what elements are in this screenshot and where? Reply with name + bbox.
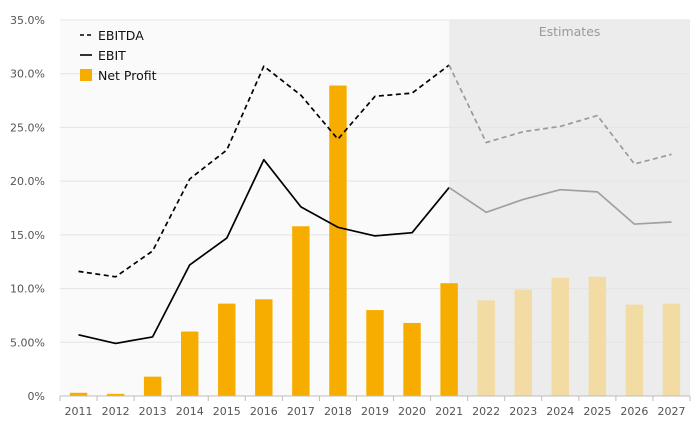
y-tick-label: 5.00%: [10, 336, 45, 349]
net-profit-bar: [403, 322, 421, 396]
net-profit-bar: [588, 276, 607, 396]
y-tick-label: 20.0%: [10, 175, 45, 188]
ebit-line-actual: [78, 158, 450, 345]
legend-ebitda-label: EBITDA: [98, 28, 144, 43]
estimates-label: Estimates: [539, 24, 601, 39]
x-tick-label: 2018: [324, 405, 352, 418]
x-tick-label: 2012: [102, 405, 130, 418]
net-profit-bar: [292, 226, 310, 396]
legend-net-profit-swatch: [80, 69, 92, 81]
x-tick-label: 2027: [657, 405, 685, 418]
y-tick-label: 30.0%: [10, 68, 45, 81]
net-profit-bar: [366, 310, 384, 396]
gridlines: [60, 19, 690, 343]
net-profit-bar: [625, 304, 644, 396]
x-tick-label: 2013: [139, 405, 167, 418]
net-profit-bar: [143, 376, 162, 396]
net-profit-bar: [440, 283, 458, 396]
net-profit-bar: [106, 393, 125, 396]
net-profit-bar: [514, 289, 532, 396]
line-series: [78, 64, 672, 345]
x-tick-label: 2026: [620, 405, 648, 418]
legend-ebit-label: EBIT: [98, 48, 126, 63]
x-tick-label: 2021: [435, 405, 463, 418]
y-tick-label: 35.0%: [10, 14, 45, 27]
x-tick-label: 2015: [213, 405, 241, 418]
x-tick-label: 2023: [509, 405, 537, 418]
x-tick-label: 2011: [65, 405, 93, 418]
y-tick-label: 25.0%: [10, 121, 45, 134]
x-tick-label: 2016: [250, 405, 278, 418]
net-profit-bar: [477, 300, 495, 396]
x-tick-label: 2019: [361, 405, 389, 418]
net-profit-bar: [662, 303, 681, 396]
y-axis: 0% 5.00% 10.0% 15.0% 20.0% 25.0% 30.0% 35.0%: [10, 14, 45, 403]
net-profit-bar: [329, 85, 347, 396]
y-tick-label: 0%: [28, 390, 45, 403]
x-tick-label: 2014: [176, 405, 204, 418]
x-axis: 2011 2012 2013 2014 2015 2016 2017 2018 2019 2020…: [59, 395, 691, 418]
legend-net-profit-label: Net Profit: [98, 68, 157, 83]
net-profit-bar: [69, 392, 88, 396]
x-tick-label: 2024: [546, 405, 574, 418]
net-profit-bar: [180, 331, 199, 396]
x-tick-label: 2025: [583, 405, 611, 418]
y-tick-label: 10.0%: [10, 283, 45, 296]
ebit-line-estimate: [448, 186, 672, 225]
x-tick-label: 2020: [398, 405, 426, 418]
ebitda-line-estimate: [448, 64, 672, 165]
net-profit-bar: [551, 277, 570, 396]
ebitda-line-actual: [78, 64, 450, 278]
legend: EBITDA EBIT Net Profit: [80, 28, 157, 83]
x-tick-label: 2017: [287, 405, 315, 418]
net-profit-bars: [69, 85, 681, 396]
net-profit-bar: [218, 303, 236, 396]
x-tick-label: 2022: [472, 405, 500, 418]
net-profit-bar: [255, 299, 273, 396]
y-tick-label: 15.0%: [10, 229, 45, 242]
